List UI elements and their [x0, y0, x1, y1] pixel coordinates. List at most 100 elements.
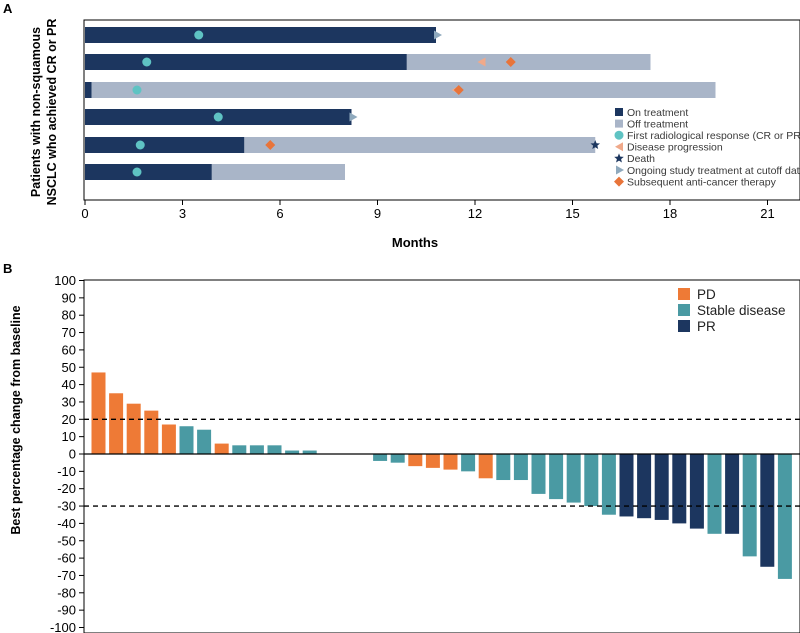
subsequent-therapy-marker [453, 85, 464, 95]
subsequent-therapy-marker [505, 57, 516, 67]
legend-label: First radiological response (CR or PR) [627, 130, 800, 142]
waterfall-bar [478, 454, 493, 479]
on-treatment-bar [85, 164, 212, 180]
legend-label: Disease progression [627, 142, 723, 154]
waterfall-bar [109, 393, 124, 454]
legend-label: Death [627, 153, 655, 165]
waterfall-bar [390, 454, 405, 463]
y-tick-label: -20 [57, 481, 76, 496]
y-tick-label: 100 [54, 273, 76, 288]
x-tick-label: 3 [179, 206, 186, 221]
legend-swatch [615, 108, 623, 116]
waterfall-bar [302, 450, 317, 454]
y-tick-label: 70 [62, 325, 76, 340]
waterfall-bar [179, 426, 194, 454]
off-treatment-bar [406, 54, 651, 70]
off-treatment-bar [244, 137, 596, 153]
waterfall-bar [531, 454, 546, 494]
waterfall-bar [513, 454, 528, 481]
y-tick-label: 80 [62, 308, 76, 323]
on-treatment-bar [85, 27, 436, 43]
legend-swatch [678, 288, 690, 300]
response-marker [213, 112, 223, 122]
off-treatment-bar [91, 82, 716, 98]
waterfall-bar [91, 372, 106, 454]
legend-label: On treatment [627, 107, 688, 119]
ongoing-treatment-marker [434, 30, 442, 40]
y-tick-label: -80 [57, 585, 76, 600]
x-tick-label: 21 [760, 206, 774, 221]
waterfall-bar [654, 454, 669, 520]
waterfall-bar [777, 454, 792, 579]
response-marker [194, 30, 204, 40]
panel-b-y-axis-label: Best percentage change from baseline [9, 305, 23, 534]
waterfall-bar [425, 454, 440, 468]
panel-label-b: B [3, 261, 12, 276]
waterfall-bar [672, 454, 687, 524]
waterfall-bar [566, 454, 581, 503]
waterfall-bar [267, 445, 282, 454]
waterfall-bar [496, 454, 511, 481]
legend-swatch [615, 119, 623, 128]
panel-b-y-axis-label-group: Best percentage change from baseline [9, 305, 23, 534]
response-marker [132, 167, 142, 177]
legend-symbol [616, 165, 624, 175]
y-tick-label: -10 [57, 464, 76, 479]
response-marker [142, 57, 152, 67]
legend-label: Subsequent anti-cancer therapy [627, 176, 777, 188]
panel-a-x-axis-label: Months [392, 235, 438, 250]
waterfall-bar [126, 403, 141, 454]
waterfall-bar [461, 454, 476, 472]
x-tick-label: 6 [276, 206, 283, 221]
death-marker [590, 140, 601, 150]
panel-label-a: A [3, 1, 13, 16]
legend-label: Ongoing study treatment at cutoff date [627, 165, 800, 177]
progression-marker [477, 57, 486, 67]
on-treatment-bar [85, 54, 407, 70]
waterfall-bar [144, 410, 159, 454]
y-tick-label: 0 [69, 447, 76, 462]
y-tick-label: 20 [62, 412, 76, 427]
y-tick-label: -100 [50, 620, 76, 633]
waterfall-bar [601, 454, 616, 515]
waterfall-bar [549, 454, 564, 500]
legend-symbol [614, 176, 624, 187]
panel-a-y-axis-label: Patients with non-squamous NSCLC who ach… [29, 19, 59, 206]
on-treatment-bar [85, 137, 245, 153]
waterfall-bar [637, 454, 652, 519]
waterfall-bar [707, 454, 722, 534]
on-treatment-bar [85, 82, 92, 98]
legend-swatch [678, 320, 690, 332]
y-tick-label: 40 [62, 377, 76, 392]
y-tick-label: -70 [57, 568, 76, 583]
waterfall-bar [742, 454, 757, 557]
legend-label: Stable disease [697, 303, 786, 318]
y-tick-label: -90 [57, 603, 76, 618]
waterfall-bar [760, 454, 775, 567]
panel-a-frame [83, 19, 800, 201]
y-tick-label: -40 [57, 516, 76, 531]
legend-symbol [615, 142, 623, 152]
waterfall-bar [373, 454, 388, 461]
waterfall-bar [197, 429, 212, 454]
waterfall-bar [725, 454, 740, 534]
y-tick-label: 90 [62, 290, 76, 305]
y-tick-label: 30 [62, 394, 76, 409]
waterfall-bar [584, 454, 599, 507]
waterfall-bar [285, 450, 300, 454]
waterfall-bar [443, 454, 458, 470]
panel-b-frame [83, 279, 800, 633]
waterfall-bar [232, 445, 247, 454]
waterfall-bar [408, 454, 423, 467]
y-tick-label: -60 [57, 551, 76, 566]
y-tick-label: -50 [57, 533, 76, 548]
legend-symbol [614, 130, 624, 140]
y-tick-label: 60 [62, 342, 76, 357]
off-treatment-bar [211, 164, 345, 180]
waterfall-bar [689, 454, 704, 529]
ongoing-treatment-marker [349, 112, 358, 122]
x-tick-label: 0 [81, 206, 88, 221]
